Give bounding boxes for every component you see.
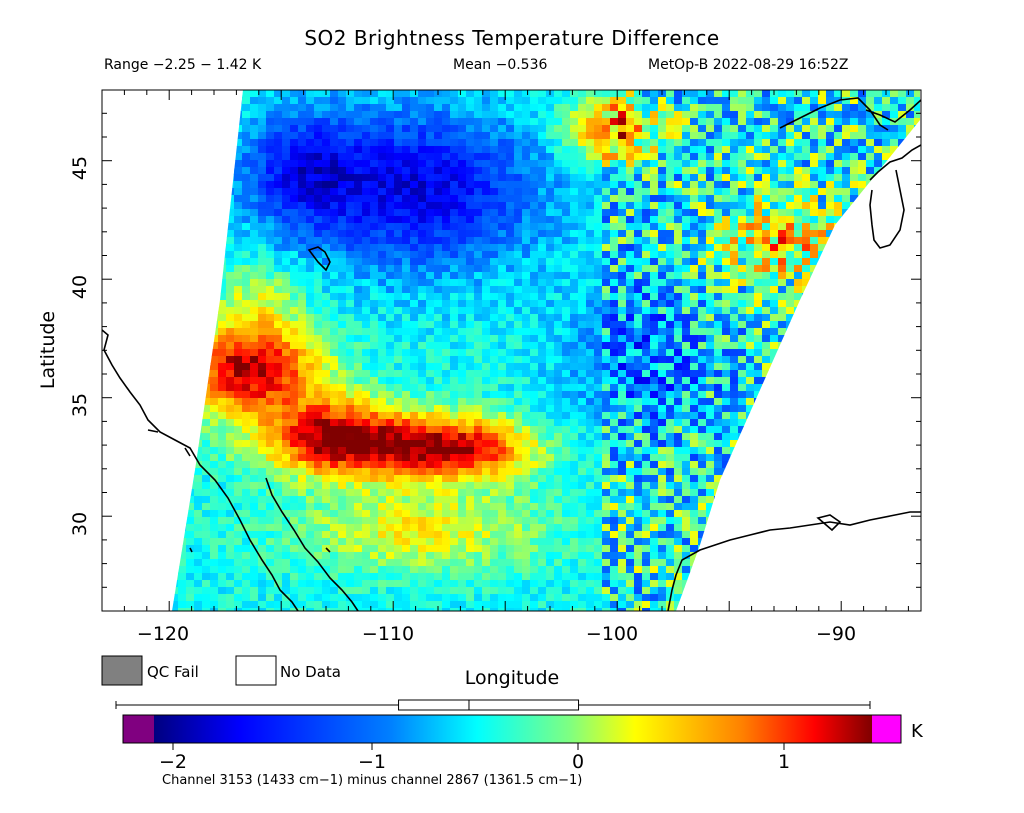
distribution-boxplot bbox=[115, 699, 871, 711]
data-mean-label: Mean −0.536 bbox=[453, 57, 548, 73]
y-tick-label: 40 bbox=[69, 275, 91, 299]
x-tick-label: −110 bbox=[362, 623, 414, 645]
colorbar-tick-label: 1 bbox=[778, 751, 790, 773]
x-axis-label: Longitude bbox=[465, 667, 560, 689]
y-axis-ticks: 30 35 40 45 bbox=[69, 156, 91, 536]
colorbar-tick-label: −1 bbox=[358, 751, 386, 773]
colorbar-unit: K bbox=[911, 721, 923, 742]
y-axis-label: Latitude bbox=[37, 311, 59, 389]
qc-fail-swatch bbox=[101, 655, 143, 686]
y-tick-label: 30 bbox=[69, 512, 91, 536]
colorbar bbox=[154, 715, 872, 743]
channel-footnote: Channel 3153 (1433 cm−1) minus channel 2… bbox=[162, 773, 583, 788]
y-tick-label: 45 bbox=[69, 156, 91, 180]
x-tick-label: −90 bbox=[816, 623, 856, 645]
colorbar-tick-label: −2 bbox=[159, 751, 187, 773]
colorbar-tick-labels: −2 −1 0 1 bbox=[159, 751, 790, 773]
colorbar-tick-label: 0 bbox=[572, 751, 584, 773]
x-tick-label: −100 bbox=[586, 623, 638, 645]
colorbar-under-swatch bbox=[123, 715, 154, 743]
x-tick-label: −120 bbox=[137, 623, 189, 645]
colorbar-over-swatch bbox=[872, 715, 901, 743]
swath-data bbox=[172, 90, 920, 611]
no-data-swatch bbox=[235, 655, 277, 686]
qc-fail-label: QC Fail bbox=[147, 663, 199, 681]
no-data-label: No Data bbox=[280, 663, 341, 681]
data-range-label: Range −2.25 − 1.42 K bbox=[104, 57, 262, 73]
x-axis-ticks: −120 −110 −100 −90 bbox=[137, 623, 856, 645]
coastlines bbox=[102, 97, 921, 611]
satellite-time-label: MetOp-B 2022-08-29 16:52Z bbox=[648, 57, 849, 73]
map-title: SO2 Brightness Temperature Difference bbox=[304, 26, 720, 50]
y-tick-label: 35 bbox=[69, 393, 91, 417]
